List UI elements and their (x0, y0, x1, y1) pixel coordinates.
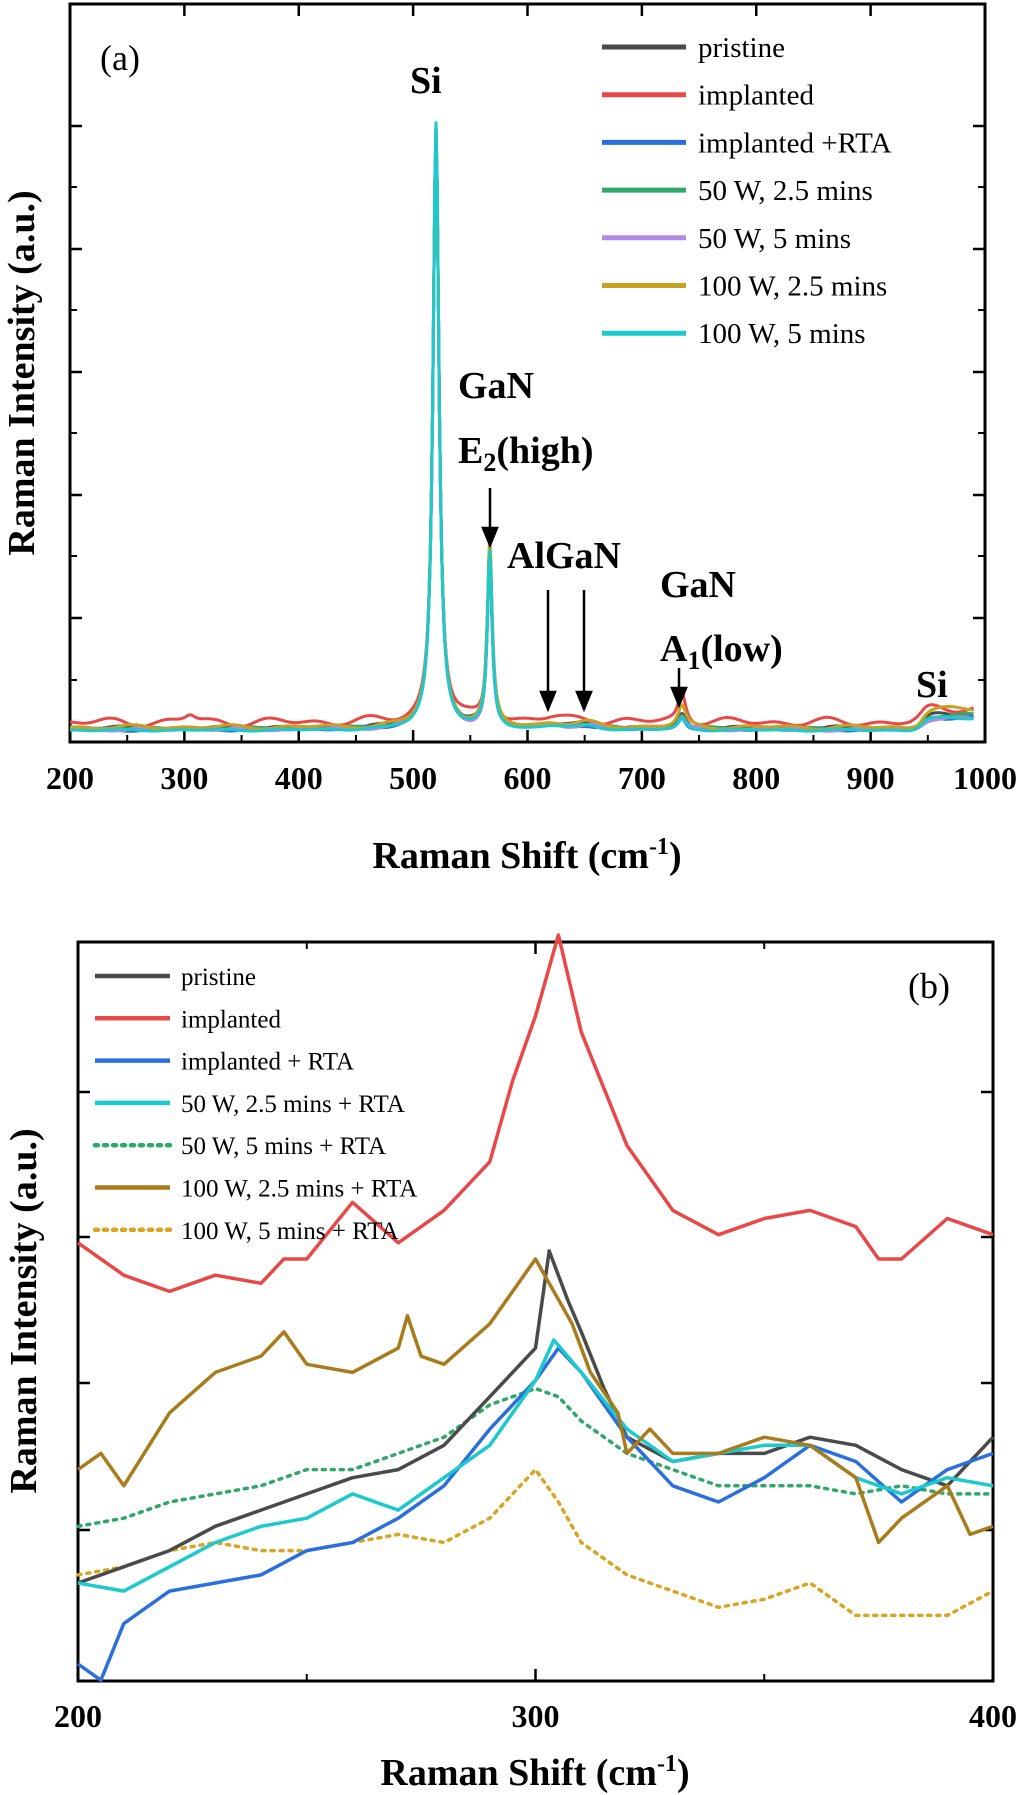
panel-b-series-50-w-5-mins-rta (76, 1386, 995, 1529)
panel-a-series-implanted (69, 124, 975, 729)
annot-si-main: Si (410, 60, 442, 102)
annot-algan: AlGaN (507, 535, 621, 577)
legend-b-label-50-w-5-mins-rta: 50 W, 5 mins + RTA (181, 1133, 386, 1160)
annot-gan-e2-line1: GaN (458, 365, 534, 407)
panel-b-curves (76, 933, 995, 1682)
legend-b-label-50-w-2-5-mins-rta: 50 W, 2.5 mins + RTA (181, 1091, 405, 1118)
legend-a-label-pristine: pristine (698, 32, 785, 64)
panel-a-curves (69, 121, 975, 733)
panel-a-ticks (68, 4, 987, 742)
panel-b-series-100-w-5-mins-rta (76, 1467, 995, 1618)
annot-si-second: Si (916, 664, 948, 706)
panel-b-xtick-label-200: 200 (54, 1698, 102, 1734)
panel-a-series-100-w-5-mins (69, 121, 974, 733)
panel-b-series-100-w-2-5-mins-rta (76, 1257, 994, 1545)
panel-a-xtick-label-900: 900 (847, 760, 895, 796)
panel-b-ylabel: Raman Intensity (a.u.) (3, 1128, 45, 1493)
legend-a-label-100-w-2-5-mins: 100 W, 2.5 mins (698, 271, 887, 303)
panel-b-legend: pristine implanted implanted + RTA 50 W, 2.… (92, 964, 417, 1245)
legend-a-label-100-w-5-mins: 100 W, 5 mins (698, 318, 866, 350)
panel-a-tick-labels: 200 300 400 500 600 700 800 900 1000 (46, 760, 1017, 796)
panel-a-series-100-w-2-5-mins (69, 123, 974, 731)
panel-b-xtick-label-400: 400 (969, 1698, 1017, 1734)
legend-a-label-implanted: implanted (698, 80, 814, 112)
panel-a-series-50-w-2-5-mins (69, 125, 974, 733)
panel-b-series-implanted (76, 933, 994, 1294)
annotation-arrows (481, 488, 688, 713)
arrow-gan-a1-head (670, 686, 688, 709)
panel-b-tick-labels: 200 300 400 (54, 1698, 1017, 1734)
panel-a-xtick-label-700: 700 (618, 760, 666, 796)
legend-b-label-100-w-5-mins-rta: 100 W, 5 mins + RTA (181, 1218, 399, 1245)
legend-a-label-implanted-rta: implanted +RTA (698, 127, 892, 159)
panel-a-xlabel: Raman Shift (cm-1) (372, 834, 681, 877)
legend-b-label-100-w-2-5-mins-rta: 100 W, 2.5 mins + RTA (181, 1176, 417, 1203)
panel-b-xtick-label-300: 300 (512, 1698, 560, 1734)
panel-a-xtick-label-300: 300 (160, 760, 208, 796)
panel-a-label: (a) (100, 38, 140, 78)
panel-a-xtick-label-600: 600 (504, 760, 552, 796)
panel-b-xlabel: Raman Shift (cm-1) (380, 1751, 689, 1794)
annot-gan-e2-line2: E2(high) (458, 430, 594, 477)
panel-b-series-50-w-2-5-mins-rta (77, 1338, 994, 1593)
panel-a-xtick-label-500: 500 (389, 760, 437, 796)
legend-b-label-pristine: pristine (181, 964, 256, 991)
panel-a-xtick-label-400: 400 (275, 760, 323, 796)
panel-a-legend: pristine implanted implanted +RTA 50 W, 2.5… (602, 32, 892, 350)
legend-b-label-implanted: implanted (181, 1006, 281, 1033)
panel-a-xtick-label-1000: 1000 (953, 760, 1017, 796)
arrow-gan-e2-head (481, 526, 499, 549)
arrow-algan-2-head (575, 690, 593, 713)
legend-a-label-50-w-5-mins: 50 W, 5 mins (698, 223, 851, 255)
legend-a-label-50-w-2-5-mins: 50 W, 2.5 mins (698, 175, 873, 207)
panel-b-series-implanted-rta (76, 1346, 994, 1682)
panel-b-ticks (76, 942, 995, 1681)
panel-a-xtick-label-800: 800 (732, 760, 780, 796)
panel-b-series-pristine (77, 1249, 995, 1585)
legend-b-label-implanted-rta: implanted + RTA (181, 1049, 354, 1076)
annot-gan-a1-line2: A1(low) (660, 628, 783, 675)
panel-b-label: (b) (908, 966, 950, 1006)
annot-gan-a1-line1: GaN (660, 564, 736, 606)
panel-a-xtick-label-200: 200 (46, 760, 94, 796)
panel-a-ylabel: Raman Intensity (a.u.) (1, 190, 43, 555)
arrow-algan-1-head (539, 690, 557, 713)
